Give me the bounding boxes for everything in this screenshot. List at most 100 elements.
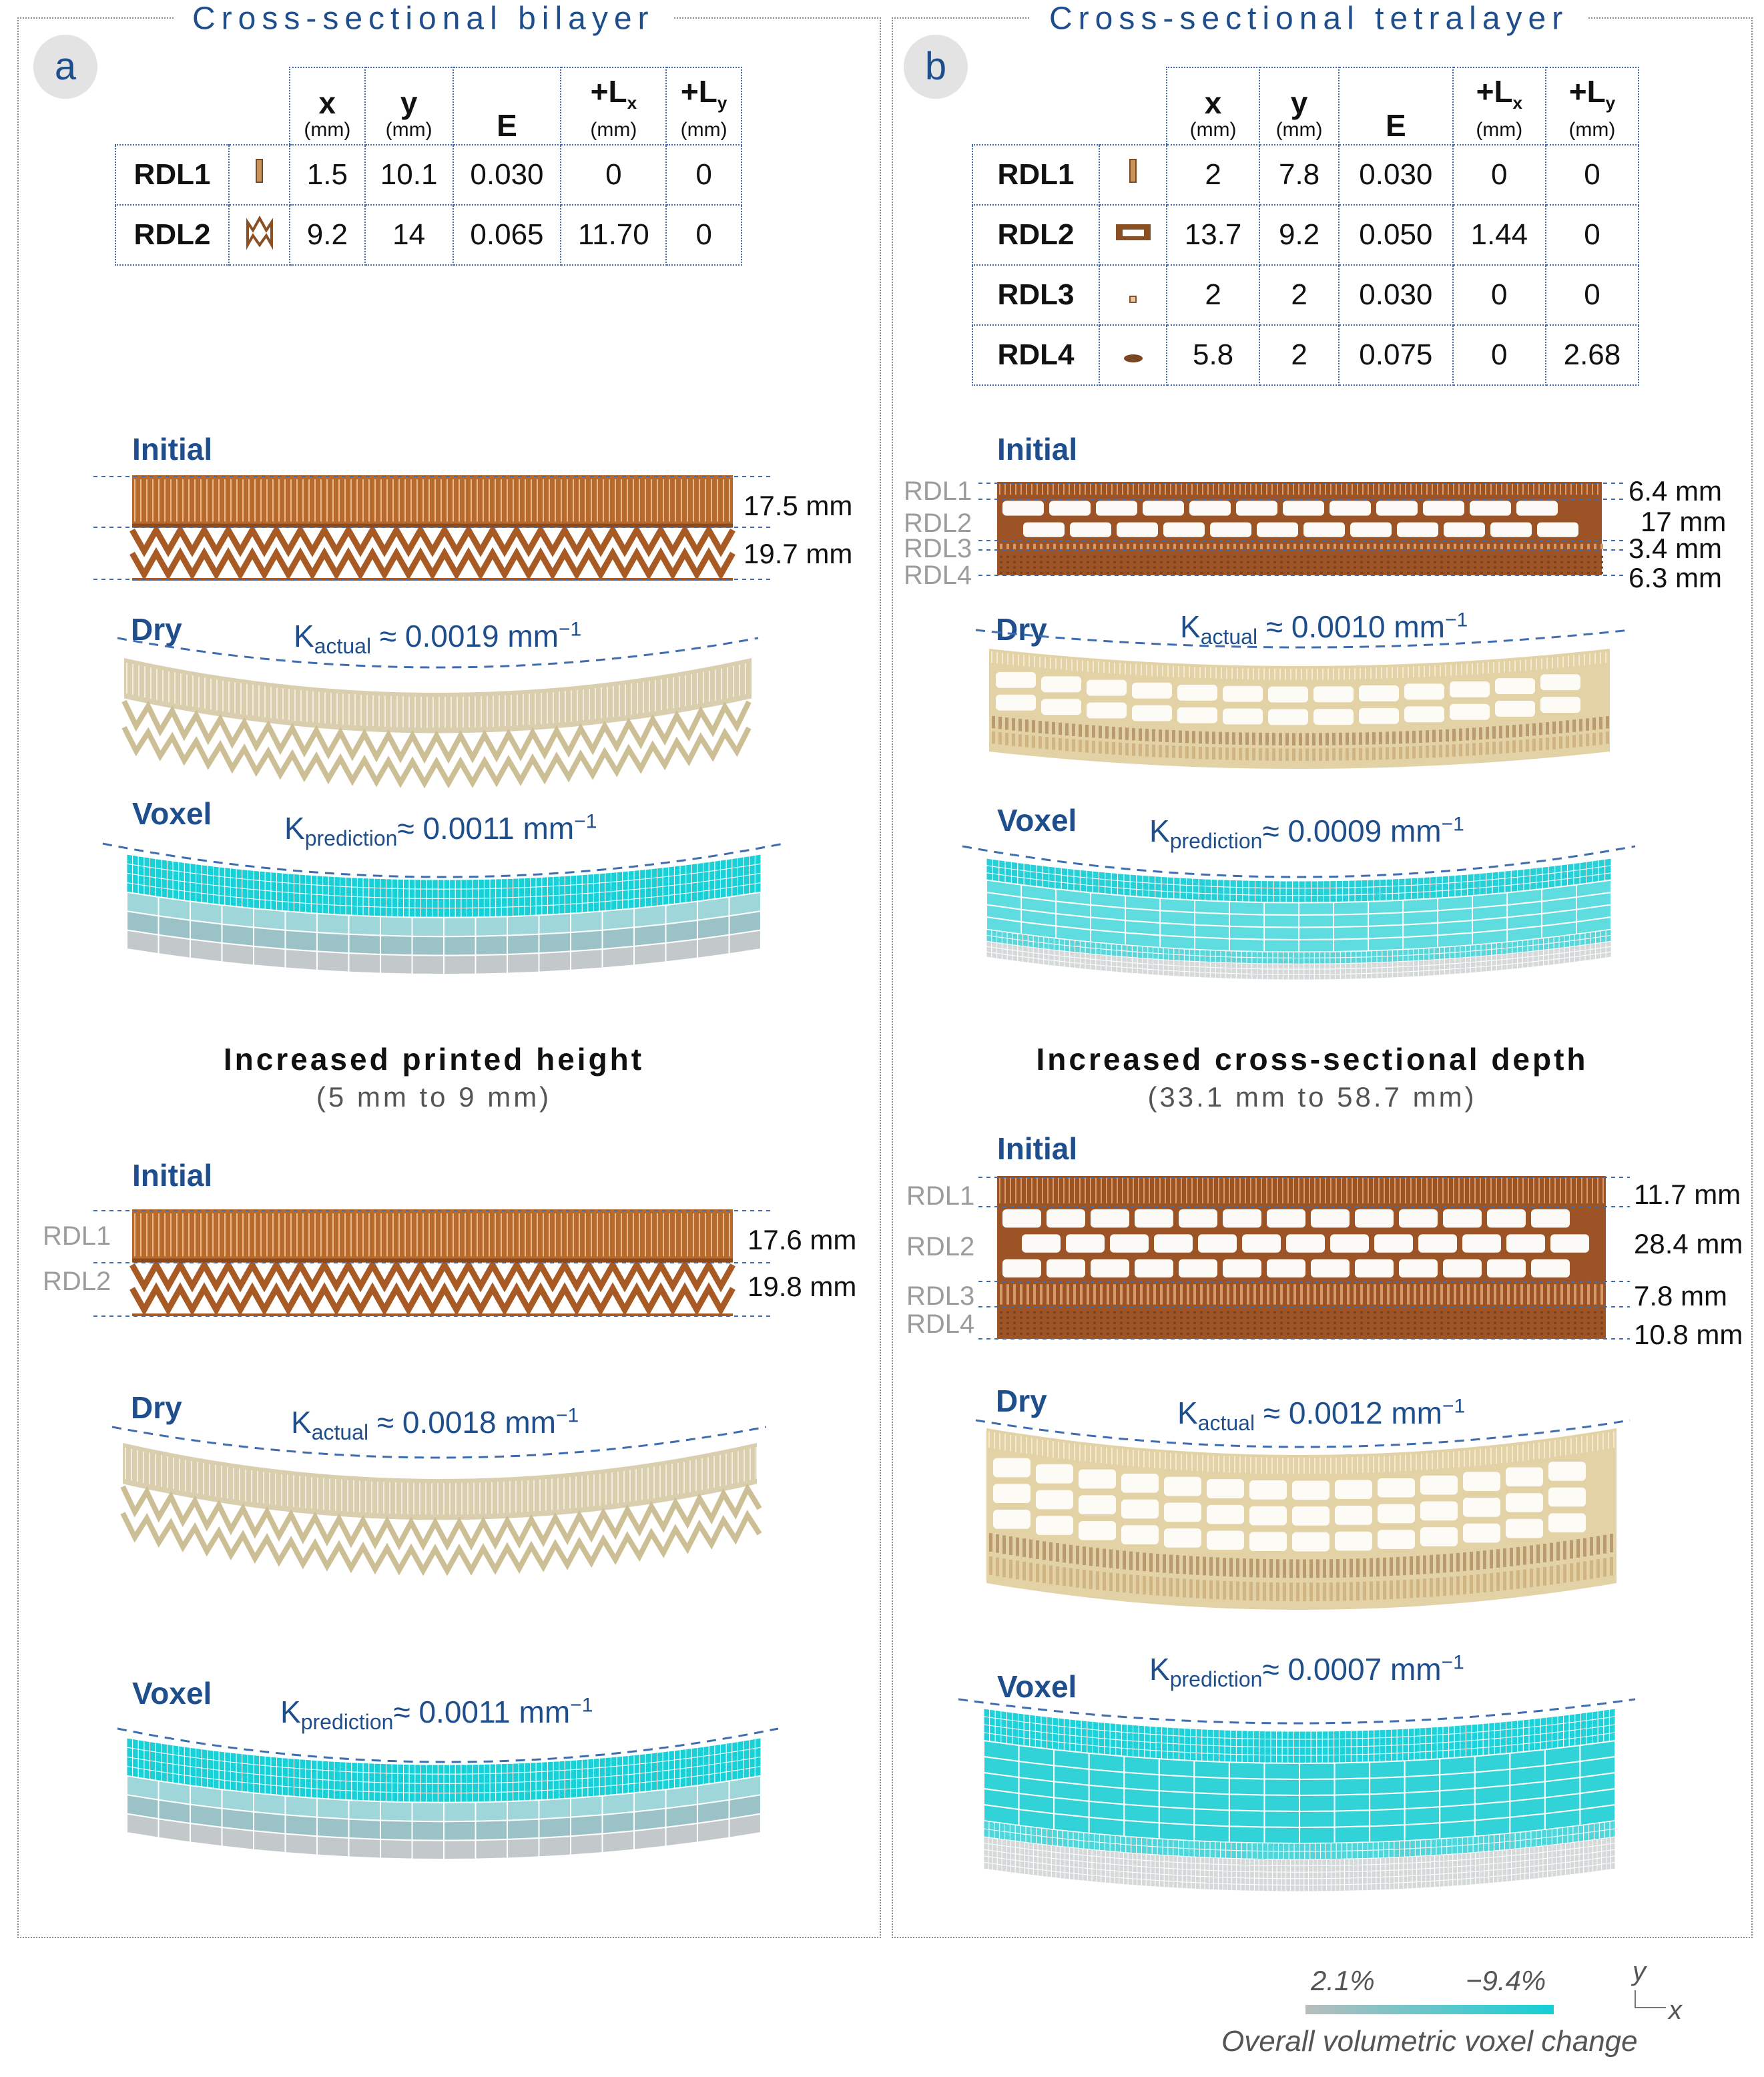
cell-x: 2 bbox=[1165, 144, 1261, 206]
curvature-arc bbox=[975, 629, 1631, 649]
rdl-label: RDL3 bbox=[904, 534, 972, 563]
table-row: RDL1 1.5 10.1 0.030 0 0 bbox=[115, 144, 742, 206]
curvature-arc bbox=[958, 1698, 1636, 1725]
col-header-y: y (mm) bbox=[1259, 67, 1340, 145]
variation-subtitle: (33.1 mm to 58.7 mm) bbox=[1147, 1081, 1477, 1113]
col-header-e: E bbox=[1338, 67, 1454, 145]
legend-caption: Overall volumetric voxel change bbox=[1221, 2025, 1638, 2058]
table-row: RDL1 2 7.8 0.030 0 0 bbox=[972, 144, 1640, 206]
dimension-guides bbox=[978, 1177, 1630, 1340]
cell-x: 2 bbox=[1165, 264, 1261, 326]
curvature-prediction: Kprediction≈ 0.0011 mm−1 bbox=[284, 810, 597, 851]
row-name: RDL3 bbox=[972, 264, 1100, 326]
rdl1-slot-icon bbox=[228, 144, 290, 206]
bilayer-voxel-mesh bbox=[126, 854, 762, 976]
rdl-label: RDL1 bbox=[906, 1181, 975, 1211]
curvature-arc bbox=[962, 845, 1636, 878]
rdl3-square-icon bbox=[1099, 264, 1167, 326]
dimension-label: 17.6 mm bbox=[748, 1224, 857, 1255]
tetralayer-voxel-mesh bbox=[983, 1708, 1616, 1892]
panel-b-title: Cross-sectional tetralayer bbox=[1031, 0, 1588, 37]
tetralayer-dry-specimen bbox=[989, 649, 1610, 769]
row-name: RDL2 bbox=[115, 204, 230, 266]
panel-a: Cross-sectional bilayer bbox=[17, 0, 881, 1938]
curvature-arc bbox=[102, 842, 784, 878]
col-header-e: E bbox=[452, 67, 562, 145]
cell-e: 0.050 bbox=[1338, 204, 1454, 266]
curvature-actual: Kactual ≈ 0.0019 mm−1 bbox=[294, 618, 582, 659]
curvature-prediction: Kprediction≈ 0.0009 mm−1 bbox=[1149, 813, 1464, 854]
dimension-label: 17 mm bbox=[1641, 506, 1727, 537]
cell-ly: 0 bbox=[1544, 264, 1640, 326]
cell-y: 9.2 bbox=[1259, 204, 1340, 266]
cell-y: 2 bbox=[1259, 324, 1340, 386]
dimension-label: 6.4 mm bbox=[1629, 475, 1723, 507]
voxel-label: Voxel bbox=[132, 796, 212, 831]
rdl-label: RDL4 bbox=[904, 561, 972, 590]
cell-y: 10.1 bbox=[364, 144, 454, 206]
curvature-actual: Kactual ≈ 0.0012 mm−1 bbox=[1177, 1395, 1466, 1436]
table-header-row: x (mm) y (mm) E +Lx (mm) +Ly (mm) bbox=[972, 67, 1640, 145]
tetralayer-dry-specimen bbox=[986, 1428, 1616, 1610]
panel-a-badge: a bbox=[33, 35, 97, 99]
tetralayer-voxel-mesh bbox=[986, 858, 1612, 980]
rdl-label: RDL1 bbox=[43, 1221, 111, 1251]
cell-ly: 2.68 bbox=[1544, 324, 1640, 386]
col-header-x: x (mm) bbox=[289, 67, 366, 145]
dry-label: Dry bbox=[996, 1384, 1047, 1418]
dimension-label: 19.7 mm bbox=[744, 538, 853, 569]
rdl2-zigzag-icon bbox=[228, 204, 290, 266]
cell-x: 13.7 bbox=[1165, 204, 1261, 266]
rdl-label: RDL3 bbox=[906, 1281, 975, 1311]
initial-label: Initial bbox=[132, 1158, 213, 1193]
row-name: RDL2 bbox=[972, 204, 1100, 266]
dimension-label: 3.4 mm bbox=[1629, 533, 1723, 564]
rdl2-frame-icon bbox=[1099, 204, 1167, 266]
cell-e: 0.030 bbox=[1338, 264, 1454, 326]
dimension-label: 17.5 mm bbox=[744, 490, 853, 521]
axis-x-label: x bbox=[1669, 1996, 1682, 2025]
legend-max-label: −9.4% bbox=[1466, 1965, 1546, 1996]
panel-b-badge: b bbox=[904, 35, 968, 99]
curvature-arc bbox=[117, 1727, 779, 1763]
cell-y: 2 bbox=[1259, 264, 1340, 326]
dimension-label: 10.8 mm bbox=[1634, 1319, 1743, 1350]
col-header-y: y (mm) bbox=[364, 67, 454, 145]
row-name: RDL1 bbox=[115, 144, 230, 206]
cell-e: 0.065 bbox=[452, 204, 562, 266]
cell-x: 5.8 bbox=[1165, 324, 1261, 386]
bilayer-dry-specimen bbox=[120, 1443, 762, 1576]
parameter-table-b: x (mm) y (mm) E +Lx (mm) +Ly (mm) RDL1 2 7.8… bbox=[972, 67, 1640, 386]
variation-caption: Increased printed height (5 mm to 9 mm) bbox=[133, 1041, 734, 1113]
cell-y: 7.8 bbox=[1259, 144, 1340, 206]
initial-label: Initial bbox=[997, 432, 1078, 467]
dimension-label: 11.7 mm bbox=[1634, 1179, 1741, 1210]
table-header-row: x (mm) y (mm) E +Lx (mm) +Ly (mm) bbox=[115, 67, 742, 145]
variation-caption: Increased cross-sectional depth (33.1 mm… bbox=[958, 1041, 1666, 1113]
table-row: RDL2 9.2 14 0.065 11.70 0 bbox=[115, 204, 742, 266]
variation-title: Increased printed height bbox=[223, 1042, 645, 1077]
cell-y: 14 bbox=[364, 204, 454, 266]
cell-e: 0.030 bbox=[1338, 144, 1454, 206]
cell-lx: 1.44 bbox=[1452, 204, 1546, 266]
dry-label: Dry bbox=[131, 1390, 182, 1425]
legend-gradient-bar bbox=[1305, 2005, 1554, 2014]
cell-ly: 0 bbox=[665, 144, 742, 206]
cell-ly: 0 bbox=[1544, 204, 1640, 266]
cell-e: 0.030 bbox=[452, 144, 562, 206]
rdl-label: RDL4 bbox=[906, 1309, 975, 1339]
voxel-label: Voxel bbox=[997, 1669, 1077, 1704]
axis-indicator-icon bbox=[1635, 1990, 1666, 2008]
cell-x: 9.2 bbox=[289, 204, 366, 266]
tetralayer-initial-specimen bbox=[997, 482, 1603, 575]
bilayer-voxel-mesh bbox=[126, 1737, 762, 1861]
panel-b: Cross-sectional tetralayer bbox=[892, 0, 1753, 1938]
rdl-label: RDL2 bbox=[904, 509, 972, 538]
rdl4-blob-icon bbox=[1099, 324, 1167, 386]
variation-title: Increased cross-sectional depth bbox=[1036, 1042, 1588, 1077]
dimension-label: 19.8 mm bbox=[748, 1271, 857, 1302]
panel-a-title: Cross-sectional bilayer bbox=[174, 0, 673, 37]
parameter-table-a: x (mm) y (mm) E +Lx (mm) +Ly (mm) RDL1 1.5 1… bbox=[115, 67, 742, 266]
dimension-guides bbox=[93, 1210, 774, 1317]
cell-x: 1.5 bbox=[289, 144, 366, 206]
